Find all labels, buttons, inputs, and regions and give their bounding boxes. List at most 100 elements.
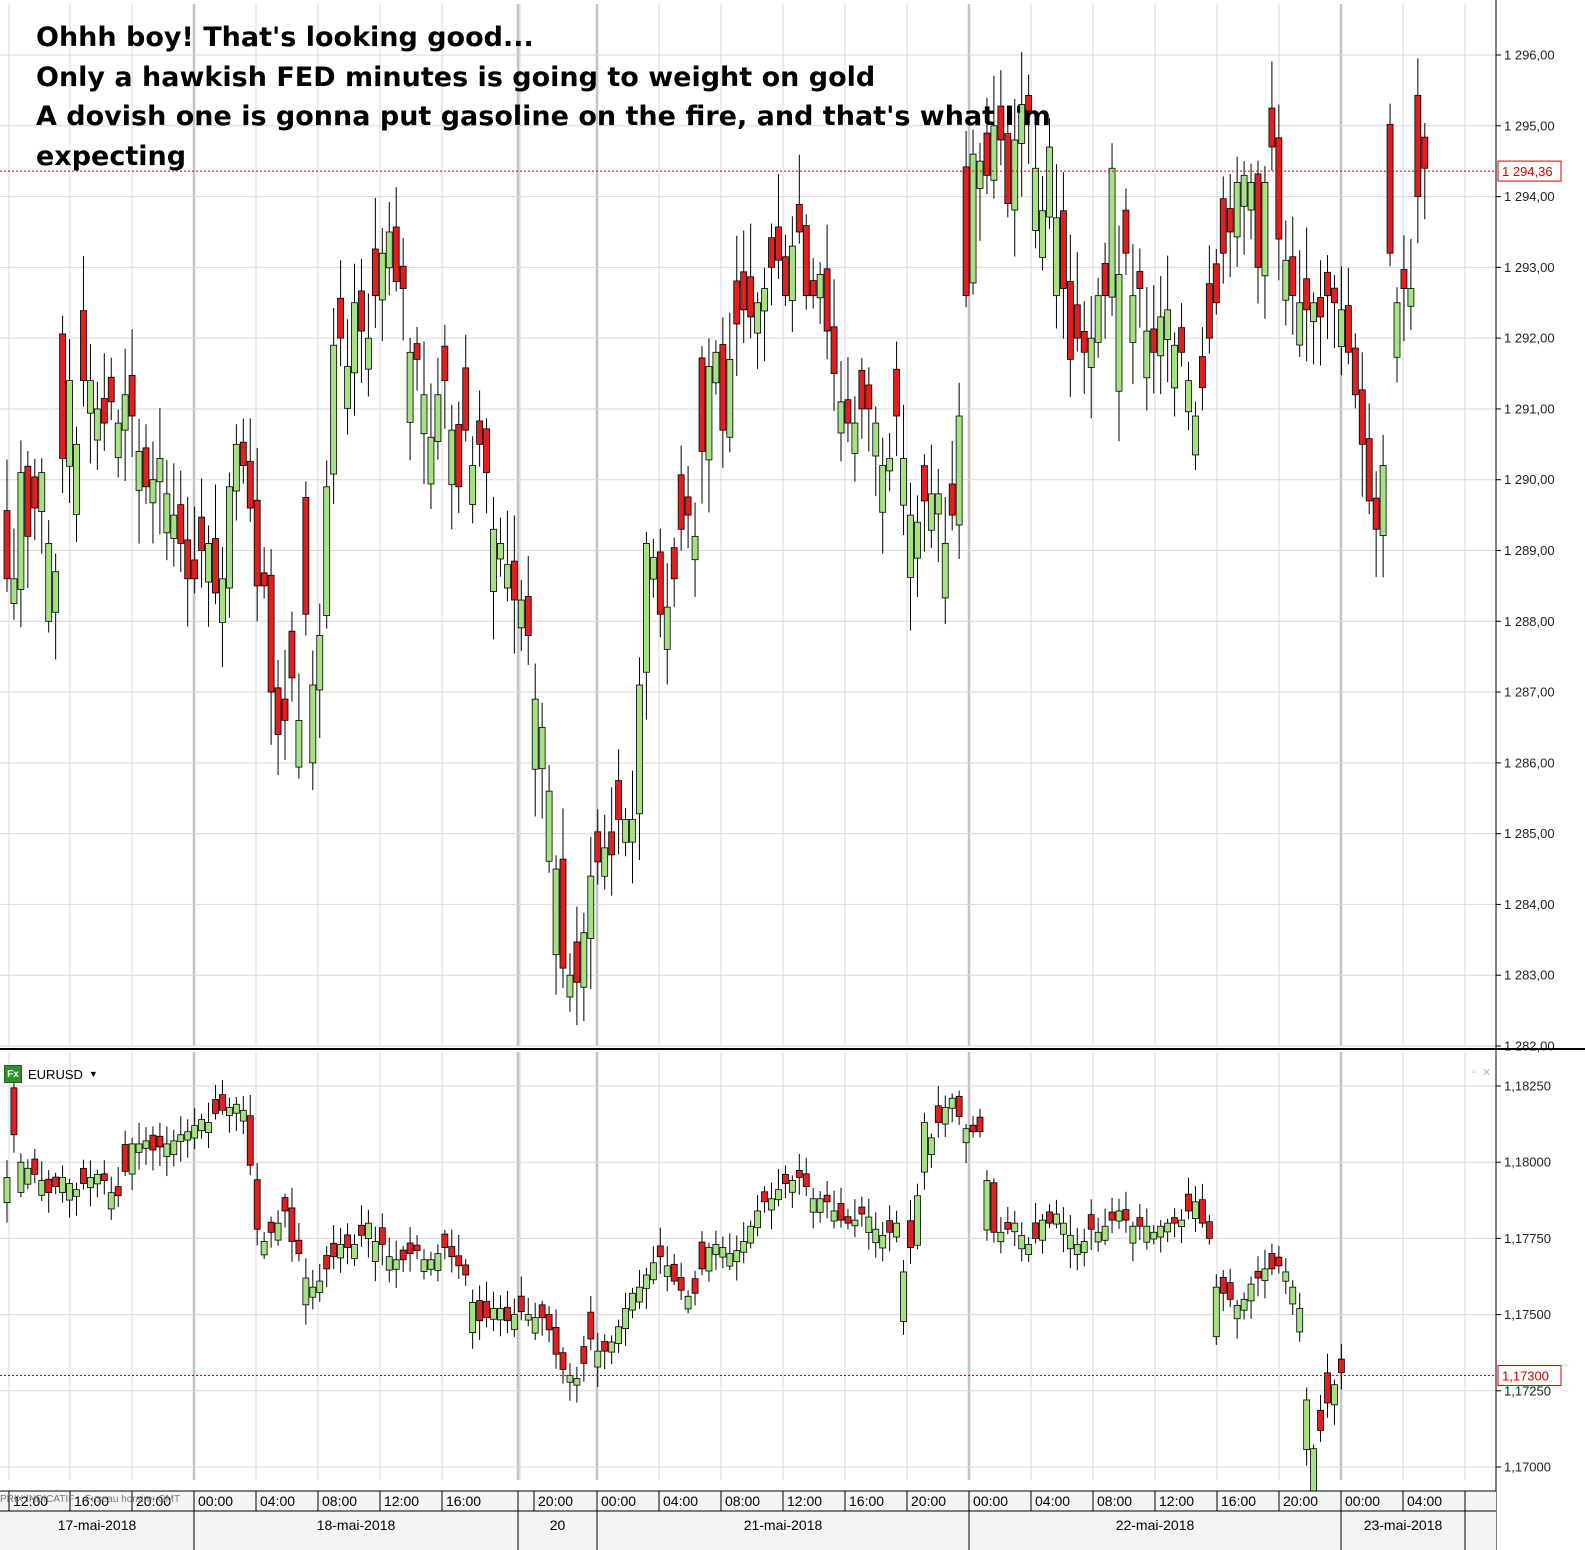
gold-candle-body — [225, 486, 233, 589]
eurusd-candle-body — [601, 1340, 609, 1352]
eurusd-candle — [1018, 1222, 1026, 1262]
restore-icon[interactable]: ▫ — [1472, 1066, 1476, 1078]
gold-candle — [1185, 361, 1192, 431]
symbol-selector[interactable]: Fx EURUSD ▼ — [4, 1064, 98, 1084]
gold-candle-body — [1066, 281, 1074, 360]
y-tick-label: 1 283,00 — [1504, 968, 1555, 983]
gold-candle-body — [649, 557, 657, 580]
gold-candle — [177, 470, 185, 573]
eurusd-candle — [1331, 1379, 1338, 1425]
gold-candle — [851, 396, 859, 482]
eurusd-candle — [580, 1335, 588, 1382]
gold-candle-body — [1115, 274, 1123, 392]
eurusd-candle-body — [677, 1277, 685, 1291]
gold-candle — [754, 292, 761, 369]
eurusd-candle-body — [1338, 1358, 1345, 1373]
eurusd-candle — [392, 1240, 400, 1288]
gold-candle — [1192, 401, 1199, 471]
x-time-label: 20:00 — [1283, 1493, 1318, 1509]
eurusd-candle-body — [406, 1242, 414, 1255]
eurusd-candle — [573, 1366, 581, 1403]
eurusd-candle — [100, 1160, 108, 1195]
eurusd-candle — [17, 1153, 25, 1198]
gold-candle-body — [580, 932, 588, 988]
eurusd-candle-body — [962, 1128, 970, 1144]
x-time-label: 12:00 — [1159, 1493, 1194, 1509]
gold-candle — [747, 223, 755, 339]
eurusd-candle-body — [941, 1106, 949, 1125]
gold-candle — [93, 381, 101, 470]
x-date-label: 21-mai-2018 — [744, 1517, 823, 1533]
eurusd-candles — [3, 1068, 1345, 1519]
gold-candle-body — [38, 472, 46, 512]
gold-candle — [775, 174, 782, 279]
eurusd-candle-body — [1011, 1222, 1019, 1233]
eurusd-candle-body — [212, 1099, 219, 1114]
eurusd-candle-body — [413, 1244, 421, 1251]
gold-candle — [462, 334, 470, 442]
gold-candle — [246, 418, 254, 522]
eurusd-candle-body — [670, 1263, 678, 1282]
gold-candle-body — [1164, 309, 1172, 340]
gold-candle-body — [1122, 209, 1130, 254]
eurusd-candle — [274, 1210, 282, 1246]
eurusd-candle-body — [865, 1216, 873, 1233]
eurusd-candle-body — [1032, 1222, 1039, 1239]
gold-candle-body — [858, 369, 866, 410]
eurusd-candle-body — [886, 1220, 894, 1233]
gold-candle — [733, 235, 741, 377]
y-tick-label: 1 287,00 — [1504, 685, 1555, 700]
eurusd-candle — [427, 1251, 435, 1276]
eurusd-candle-body — [114, 1186, 122, 1197]
eurusd-candle-body — [761, 1191, 768, 1203]
gold-candle — [643, 531, 650, 720]
eurusd-candle-body — [476, 1300, 484, 1322]
gold-candle — [309, 650, 317, 791]
gold-candle — [302, 481, 310, 636]
eurusd-candle-body — [768, 1198, 775, 1211]
eurusd-candle — [927, 1133, 935, 1168]
eurusd-candle-body — [1108, 1211, 1116, 1221]
gold-candle-body — [691, 535, 699, 561]
eurusd-candle-body — [816, 1198, 824, 1213]
gold-candle — [184, 496, 192, 627]
gold-candle-body — [740, 271, 748, 311]
gold-candle — [1032, 114, 1039, 249]
gold-candle — [80, 256, 87, 407]
eurusd-candle-body — [378, 1227, 386, 1245]
x-date-label: 22-mai-2018 — [1116, 1517, 1195, 1533]
gold-candle — [663, 563, 671, 685]
eurusd-candle — [1101, 1208, 1109, 1246]
gold-candle-body — [900, 458, 907, 506]
y-tick-label: 1,18250 — [1504, 1079, 1551, 1094]
eurusd-candle — [448, 1229, 456, 1273]
eurusd-candle — [38, 1161, 46, 1201]
gold-candle-body — [594, 831, 602, 863]
gold-candle-body — [469, 465, 477, 505]
gold-candle — [816, 262, 824, 324]
gold-candle — [358, 258, 365, 383]
gold-candle-body — [413, 343, 421, 360]
gold-candle — [844, 357, 852, 443]
eurusd-candle — [80, 1159, 87, 1190]
y-tick-label: 1 288,00 — [1504, 614, 1555, 629]
gold-candle — [1011, 98, 1019, 257]
eurusd-candle-body — [260, 1241, 268, 1256]
eurusd-candle — [649, 1246, 657, 1285]
eurusd-candle-body — [420, 1259, 428, 1272]
gold-candle — [281, 649, 289, 761]
eurusd-candle-body — [587, 1311, 595, 1340]
eurusd-candle — [893, 1210, 900, 1243]
gold-candle — [17, 440, 25, 628]
close-icon[interactable]: ✕ — [1481, 1067, 1492, 1079]
x-time-label: 00:00 — [1345, 1493, 1380, 1509]
x-time-label: 00:00 — [198, 1493, 233, 1509]
eurusd-candle-body — [844, 1216, 852, 1224]
eurusd-candle-body — [10, 1087, 18, 1136]
gold-candle — [566, 953, 574, 1012]
gold-candle — [955, 382, 963, 560]
gold-candle-body — [198, 516, 206, 551]
eurusd-candle — [1108, 1197, 1116, 1234]
eurusd-candle-body — [858, 1206, 866, 1215]
gold-candle-body — [1282, 259, 1290, 301]
